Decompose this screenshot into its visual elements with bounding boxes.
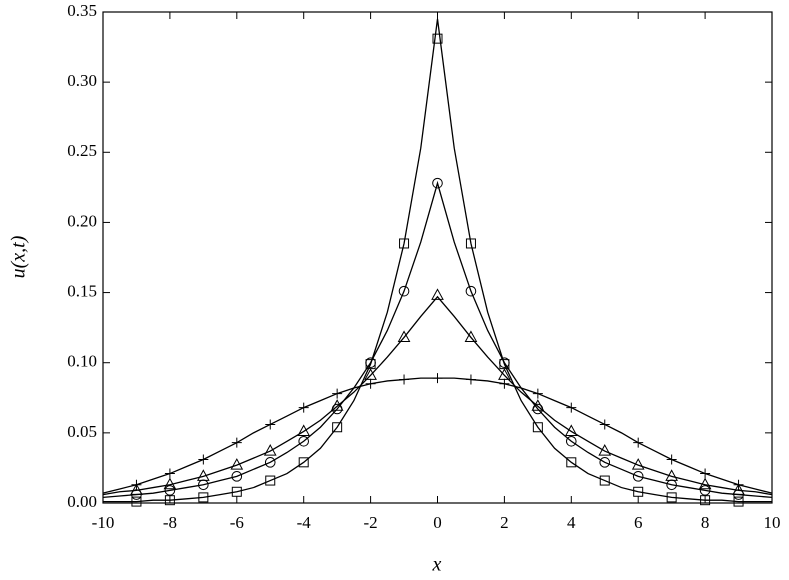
triangle-marker <box>464 330 478 342</box>
circle-marker <box>632 471 644 482</box>
y-tick-label: 0.15 <box>67 281 97 300</box>
triangle-marker <box>163 477 177 490</box>
x-tick-label: 2 <box>500 513 509 532</box>
triangle-marker <box>698 477 712 490</box>
plus-marker <box>499 378 510 389</box>
circle-marker <box>465 285 477 297</box>
triangle-marker <box>631 458 645 470</box>
circle-marker <box>264 457 276 468</box>
square-marker <box>131 496 142 507</box>
square-marker <box>566 457 577 468</box>
plus-marker <box>633 437 644 448</box>
x-tick-label: -8 <box>163 513 177 532</box>
plus-marker <box>700 468 711 479</box>
square-marker <box>465 238 476 249</box>
y-tick-label: 0.10 <box>67 352 97 371</box>
y-tick-label: 0.35 <box>67 1 97 20</box>
square-marker <box>599 475 610 486</box>
square-marker <box>666 492 677 503</box>
circle-marker <box>432 177 443 189</box>
plus-marker <box>265 419 276 430</box>
y-tick-label: 0.25 <box>67 141 97 160</box>
x-tick-label: 8 <box>701 513 710 532</box>
triangle-marker <box>197 469 210 481</box>
plot-frame <box>102 11 773 504</box>
triangle-marker <box>130 483 143 495</box>
plus-marker <box>432 373 443 384</box>
plus-marker <box>131 479 142 490</box>
y-axis-label: u(x,t) <box>8 235 30 278</box>
curve <box>102 180 773 499</box>
square-marker <box>700 495 711 506</box>
circle-marker <box>699 485 711 496</box>
triangle-marker <box>263 444 277 456</box>
plus-marker <box>198 454 209 465</box>
triangle-marker <box>564 424 578 436</box>
x-axis-label: x <box>432 554 442 576</box>
circle-marker <box>566 435 577 447</box>
square-marker <box>332 422 343 433</box>
square-marker <box>532 422 543 433</box>
y-tick-label: 0.05 <box>67 422 97 441</box>
triangle-marker <box>732 483 745 495</box>
square-marker <box>399 238 410 249</box>
square-marker <box>164 495 175 506</box>
plus-marker <box>231 437 242 448</box>
triangle-marker <box>431 288 444 300</box>
y-tick-label: 0.00 <box>67 492 97 511</box>
triangle-marker <box>297 424 311 436</box>
circle-marker <box>231 471 243 482</box>
square-marker <box>733 496 744 507</box>
plus-marker <box>298 402 309 413</box>
square-marker <box>265 475 276 486</box>
plus-marker <box>365 378 376 389</box>
curve <box>103 18 772 503</box>
triangle-marker <box>330 399 344 411</box>
x-tick-label: 10 <box>764 513 781 532</box>
square-marker <box>633 486 644 497</box>
plus-marker <box>532 388 543 399</box>
x-tick-label: -6 <box>230 513 244 532</box>
plus-marker <box>599 419 610 430</box>
plus-marker <box>332 388 343 399</box>
circle-marker <box>398 285 410 297</box>
y-tick-label: 0.20 <box>67 211 97 230</box>
triangle-marker <box>397 330 411 342</box>
plus-marker <box>566 402 577 413</box>
circle-marker <box>164 485 176 496</box>
x-tick-label: -2 <box>364 513 378 532</box>
x-tick-label: -4 <box>297 513 312 532</box>
plus-marker <box>666 454 677 465</box>
x-tick-label: -10 <box>92 513 115 532</box>
square-marker <box>432 33 443 44</box>
plus-marker <box>733 479 744 490</box>
plus-marker <box>399 374 410 385</box>
triangle-marker <box>230 458 244 470</box>
plus-marker <box>164 468 175 479</box>
circle-marker <box>298 435 310 447</box>
circle-marker <box>365 357 376 369</box>
x-tick-label: 6 <box>634 513 643 532</box>
curve <box>102 295 773 496</box>
square-marker <box>198 492 209 503</box>
triangle-marker <box>598 444 612 456</box>
y-tick-label: 0.30 <box>67 71 97 90</box>
circle-marker <box>499 357 510 369</box>
x-tick-label: 0 <box>433 513 442 532</box>
square-marker <box>298 457 309 468</box>
triangle-marker <box>531 399 545 411</box>
x-tick-label: 4 <box>567 513 576 532</box>
plus-marker <box>465 374 476 385</box>
square-marker <box>231 486 242 497</box>
triangle-marker <box>665 469 678 481</box>
circle-marker <box>599 457 611 468</box>
